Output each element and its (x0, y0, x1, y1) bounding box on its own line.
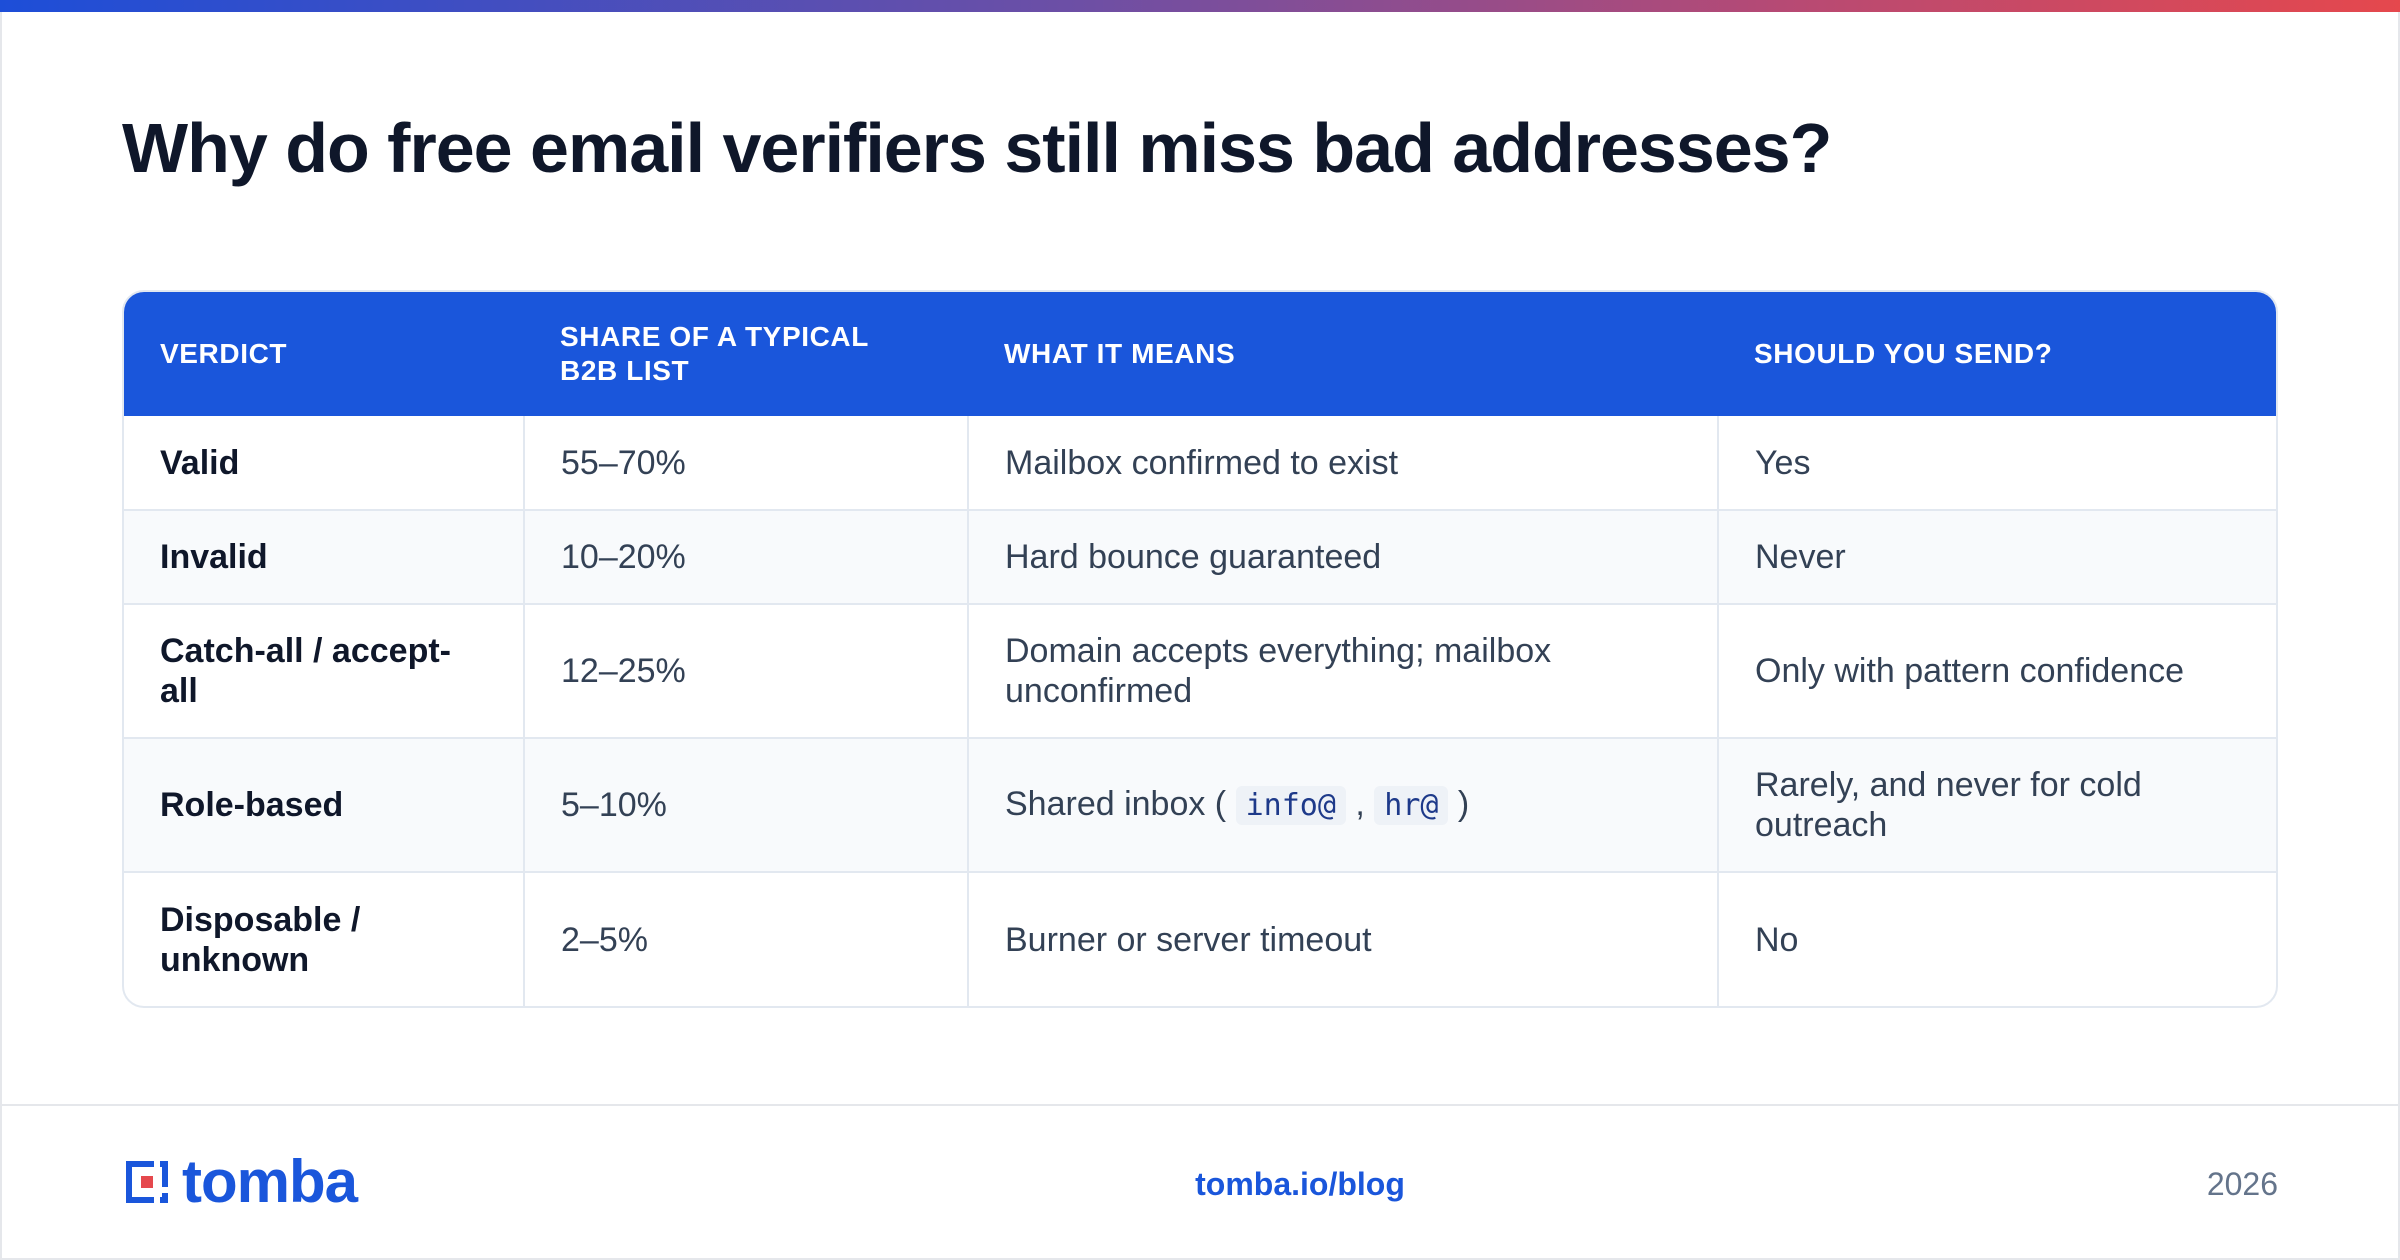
table-row: Valid 55–70% Mailbox confirmed to exist … (124, 416, 2276, 510)
cell-verdict: Role-based (124, 737, 525, 872)
logo-text: tomba (182, 1148, 358, 1215)
tomba-logo[interactable]: tomba (122, 1148, 358, 1215)
cell-verdict: Disposable / unknown (124, 871, 525, 1006)
table-row: Catch-all / accept-all 12–25% Domain acc… (124, 603, 2276, 738)
verdict-table: VERDICT SHARE OF A TYPICAL B2B LIST WHAT… (122, 290, 2278, 1008)
code-info: info@ (1235, 786, 1346, 825)
footer-year: 2026 (2206, 1166, 2278, 1202)
cell-send: Yes (1755, 443, 1811, 482)
cell-meaning: Mailbox confirmed to exist (968, 416, 1719, 510)
footer-divider (0, 1104, 2400, 1106)
cell-meaning: Hard bounce guaranteed (968, 509, 1719, 604)
table-row: Invalid 10–20% Hard bounce guaranteed Ne… (124, 509, 2276, 604)
header-share: SHARE OF A TYPICAL B2B LIST (560, 321, 869, 386)
table-row: Disposable / unknown 2–5% Burner or serv… (124, 871, 2276, 1006)
tomba-logo-icon (126, 1161, 168, 1203)
table-header-row: VERDICT SHARE OF A TYPICAL B2B LIST WHAT… (124, 292, 2276, 416)
header-meaning: WHAT IT MEANS (1004, 338, 1236, 369)
cell-verdict: Invalid (124, 509, 525, 604)
code-hr: hr@ (1374, 786, 1449, 825)
meaning-prefix: Shared inbox ( (1005, 785, 1227, 823)
cell-send: Only with pattern confidence (1718, 603, 2276, 738)
meaning-suffix: ) (1457, 785, 1470, 823)
gradient-top-bar (0, 0, 2400, 12)
header-verdict: VERDICT (160, 338, 288, 369)
cell-verdict: Valid (124, 416, 525, 510)
blog-link[interactable]: tomba.io/blog (1195, 1166, 1405, 1202)
cell-share: 10–20% (524, 509, 969, 604)
cell-send: No (1718, 871, 2276, 1006)
meaning-separator: , (1355, 785, 1365, 823)
cell-share: 12–25% (524, 603, 969, 738)
page-title: Why do free email verifiers still miss b… (122, 109, 1832, 187)
cell-meaning: Burner or server timeout (968, 871, 1719, 1006)
cell-send: Rarely, and never for cold outreach (1718, 737, 2276, 872)
cell-send: Never (1718, 509, 2276, 604)
header-send: SHOULD YOU SEND? (1754, 338, 2053, 369)
cell-meaning: Shared inbox ( info@ , hr@ ) (968, 737, 1719, 872)
cell-share: 55–70% (524, 416, 969, 510)
table-row: Role-based 5–10% Shared inbox ( info@ , … (124, 737, 2276, 872)
cell-share: 5–10% (524, 737, 969, 872)
cell-verdict: Catch-all / accept-all (124, 603, 525, 738)
cell-meaning: Domain accepts everything; mailbox uncon… (968, 603, 1719, 738)
cell-share: 2–5% (524, 871, 969, 1006)
